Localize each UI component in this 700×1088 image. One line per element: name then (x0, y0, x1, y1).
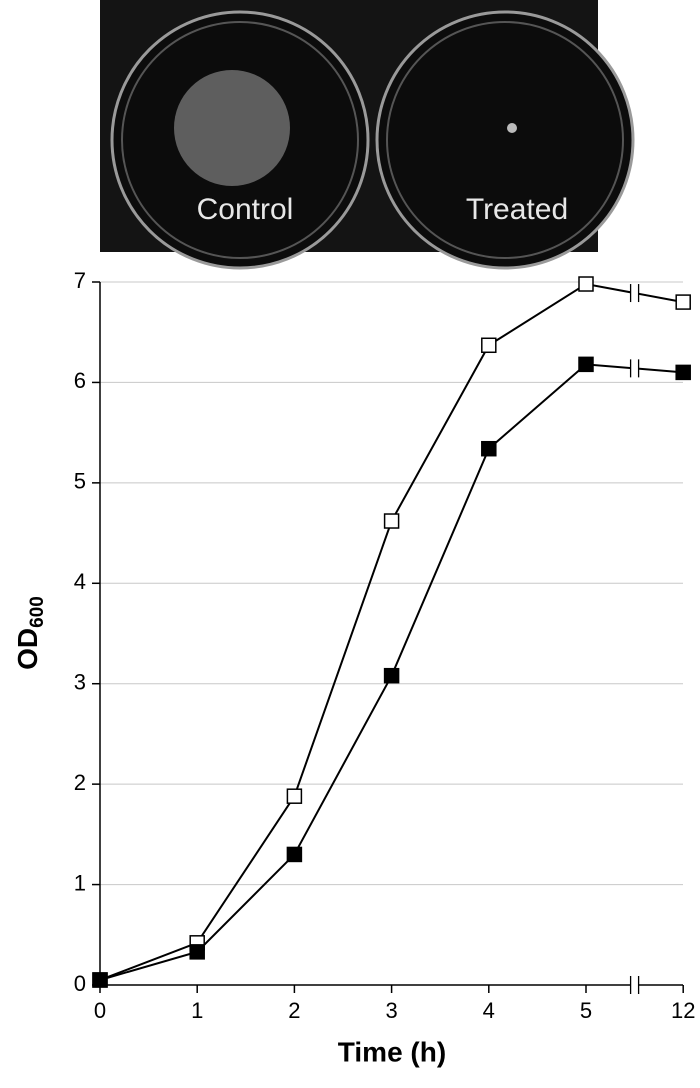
y-axis-label: OD600 (12, 596, 48, 670)
y-tick-label: 2 (74, 770, 86, 795)
colony (174, 70, 290, 186)
axis-break-gap (630, 360, 639, 377)
axis-break-gap (630, 285, 639, 302)
x-tick-label: 2 (288, 998, 300, 1023)
marker (481, 440, 497, 457)
photo: Control Treated (100, 0, 635, 270)
marker (578, 356, 594, 373)
x-tick-label: 0 (94, 998, 106, 1023)
y-tick-label: 3 (74, 670, 86, 695)
y-tick-label: 1 (74, 870, 86, 895)
marker (675, 294, 691, 310)
series-line (99, 282, 684, 981)
colony (507, 123, 517, 133)
marker (383, 513, 400, 529)
y-label-sub: 600 (27, 596, 48, 628)
y-label-main: OD (12, 628, 43, 670)
y-tick-label: 6 (74, 368, 86, 393)
x-tick-label: 5 (580, 998, 592, 1023)
x-tick-label: 1 (191, 998, 203, 1023)
y-tick-label: 5 (74, 469, 86, 494)
well (375, 10, 635, 270)
marker (481, 337, 497, 354)
marker (286, 788, 303, 804)
axis-break-gap (630, 977, 639, 993)
well-rim (386, 21, 624, 259)
marker (578, 276, 594, 292)
marker (92, 972, 108, 988)
photo-label: Control (197, 193, 294, 226)
x-tick-label: 3 (385, 998, 397, 1023)
y-tick-label: 4 (74, 569, 86, 594)
y-tick-label: 0 (74, 971, 86, 996)
marker (675, 364, 691, 381)
marker (383, 667, 400, 684)
x-tick-label: 4 (483, 998, 495, 1023)
x-tick-label: 12 (671, 998, 695, 1023)
marker (189, 944, 205, 960)
photo-label: Treated (466, 193, 568, 226)
x-axis-label: Time (h) (338, 1036, 446, 1067)
y-tick-label: 7 (74, 268, 86, 293)
well-rim (121, 21, 359, 259)
marker (286, 846, 303, 863)
